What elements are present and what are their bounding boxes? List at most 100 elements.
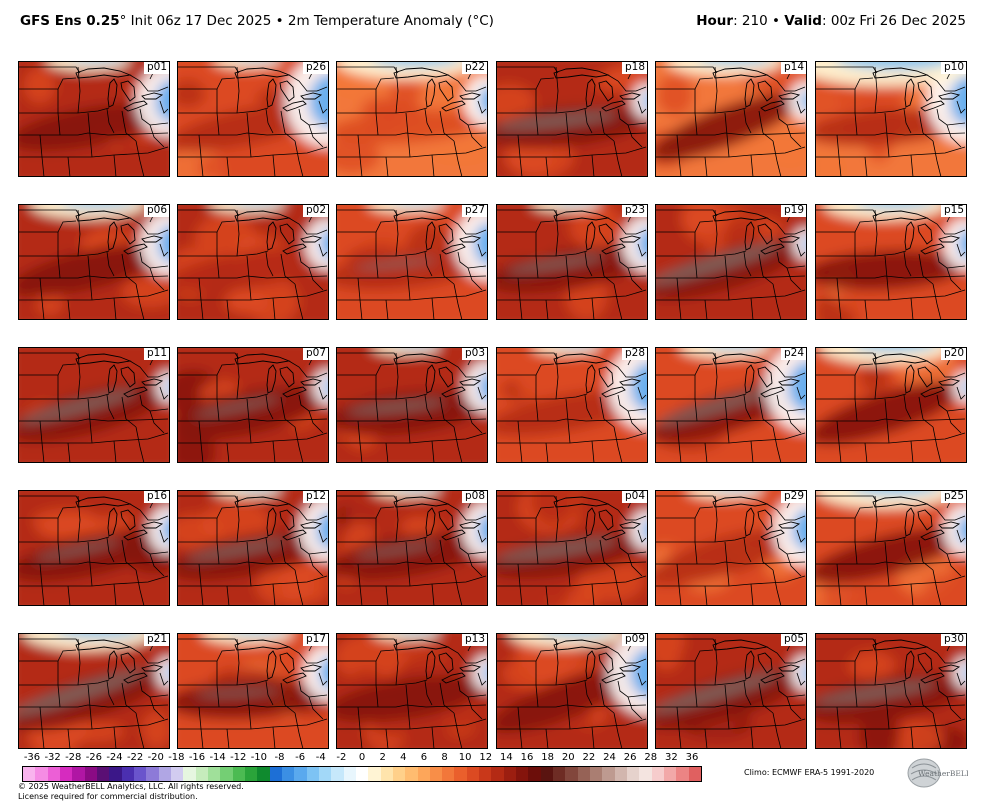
panel-frame (655, 61, 807, 177)
colorbar-tick: 16 (520, 752, 534, 763)
colorbar-tick: 8 (441, 752, 448, 763)
colorbar-swatch (35, 767, 48, 781)
member-label: p03 (461, 348, 487, 360)
colorbar-tick: 0 (358, 752, 366, 763)
anomaly-map (18, 347, 170, 463)
panel-frame (336, 347, 488, 463)
colorbar-swatch (565, 767, 578, 781)
member-label: p01 (143, 62, 169, 74)
ensemble-panel: p09 (496, 633, 648, 749)
colorbar-tick: -8 (274, 752, 285, 763)
member-label: p25 (940, 491, 966, 503)
colorbar-swatch (207, 767, 221, 781)
colorbar-tick: 32 (665, 752, 678, 763)
anomaly-map (336, 490, 488, 606)
colorbar-swatch (84, 767, 97, 781)
anomaly-map (815, 347, 967, 463)
colorbar-tick: 28 (644, 752, 658, 763)
member-label: p28 (621, 348, 647, 360)
panel-frame (655, 490, 807, 606)
colorbar-swatch (614, 767, 628, 781)
colorbar-tick: 18 (541, 752, 554, 763)
member-label: p02 (302, 205, 328, 217)
colorbar-swatch (553, 767, 566, 781)
colorbar-swatch (355, 767, 369, 781)
ensemble-panel: p23 (496, 204, 648, 320)
colorbar-tick: 12 (479, 752, 493, 763)
panel-frame (496, 490, 648, 606)
degree-mark: ° (119, 13, 127, 29)
member-label: p17 (302, 634, 328, 646)
colorbar-tick: -26 (85, 752, 103, 763)
model-name: GFS Ens 0.25 (20, 13, 120, 29)
member-label: p13 (461, 634, 487, 646)
colorbar (22, 766, 702, 782)
colorbar-tick: -18 (168, 752, 185, 763)
panel-frame (336, 61, 488, 177)
colorbar-tick: 36 (685, 752, 699, 763)
member-label: p21 (143, 634, 169, 646)
colorbar-swatch (676, 767, 689, 781)
colorbar-swatch (639, 767, 652, 781)
member-label: p06 (143, 205, 169, 217)
colorbar-swatch (503, 767, 517, 781)
colorbar-swatch (220, 767, 233, 781)
hour-label: Hour (696, 13, 734, 29)
anomaly-map (496, 347, 648, 463)
colorbar-swatch (627, 767, 640, 781)
ensemble-panel: p21 (18, 633, 170, 749)
ensemble-panel: p04 (496, 490, 648, 606)
member-label: p23 (621, 205, 647, 217)
init-info: Init 06z 17 Dec 2025 • 2m Temperature An… (126, 13, 494, 29)
hour-value: : 210 • (733, 13, 785, 29)
ensemble-panel: p06 (18, 204, 170, 320)
panel-frame (18, 204, 170, 320)
colorbar-swatch (466, 767, 480, 781)
colorbar-swatch (577, 767, 591, 781)
colorbar-tick: -22 (126, 752, 144, 763)
colorbar-swatch (688, 767, 702, 781)
chart-title: GFS Ens 0.25° Init 06z 17 Dec 2025 • 2m … (20, 13, 494, 29)
colorbar-swatch (269, 767, 282, 781)
member-label: p12 (302, 491, 328, 503)
colorbar-swatch (232, 767, 245, 781)
ensemble-panel: p14 (655, 61, 807, 177)
anomaly-map (18, 61, 170, 177)
colorbar-swatch (528, 767, 541, 781)
ensemble-panel: p05 (655, 633, 807, 749)
colorbar-swatch (590, 767, 603, 781)
anomaly-map (655, 61, 807, 177)
colorbar-swatch (257, 767, 270, 781)
anomaly-map (815, 490, 967, 606)
panel-frame (177, 347, 329, 463)
colorbar-swatch (318, 767, 332, 781)
colorbar-swatch (516, 767, 529, 781)
colorbar-swatch (664, 767, 677, 781)
ensemble-panel: p25 (815, 490, 967, 606)
anomaly-map (496, 204, 648, 320)
colorbar-tick: -20 (147, 752, 164, 763)
member-label: p14 (780, 62, 806, 74)
colorbar-ticks: -36 -32 -28 -26 -24 -22 -20 -18 -16 -14 -12 -10 -8 -6… (22, 752, 702, 764)
panel-frame (177, 61, 329, 177)
anomaly-map (815, 204, 967, 320)
valid-label: Valid (784, 13, 822, 29)
member-label: p04 (621, 491, 647, 503)
ensemble-panel: p13 (336, 633, 488, 749)
copyright-text: © 2025 WeatherBELL Analytics, LLC. All r… (18, 782, 244, 791)
colorbar-tick: -28 (65, 752, 82, 763)
ensemble-panel: p20 (815, 347, 967, 463)
panel-frame (336, 490, 488, 606)
ensemble-panel: p16 (18, 490, 170, 606)
panel-frame (496, 347, 648, 463)
colorbar-swatch (244, 767, 258, 781)
climo-text: Climo: ECMWF ERA-5 1991-2020 (744, 768, 875, 777)
colorbar-swatch (405, 767, 418, 781)
member-label: p30 (940, 634, 966, 646)
anomaly-map (18, 633, 170, 749)
anomaly-map (18, 490, 170, 606)
anomaly-map (336, 347, 488, 463)
member-label: p27 (461, 205, 487, 217)
colorbar-tick: -24 (106, 752, 123, 763)
colorbar-swatch (392, 767, 406, 781)
